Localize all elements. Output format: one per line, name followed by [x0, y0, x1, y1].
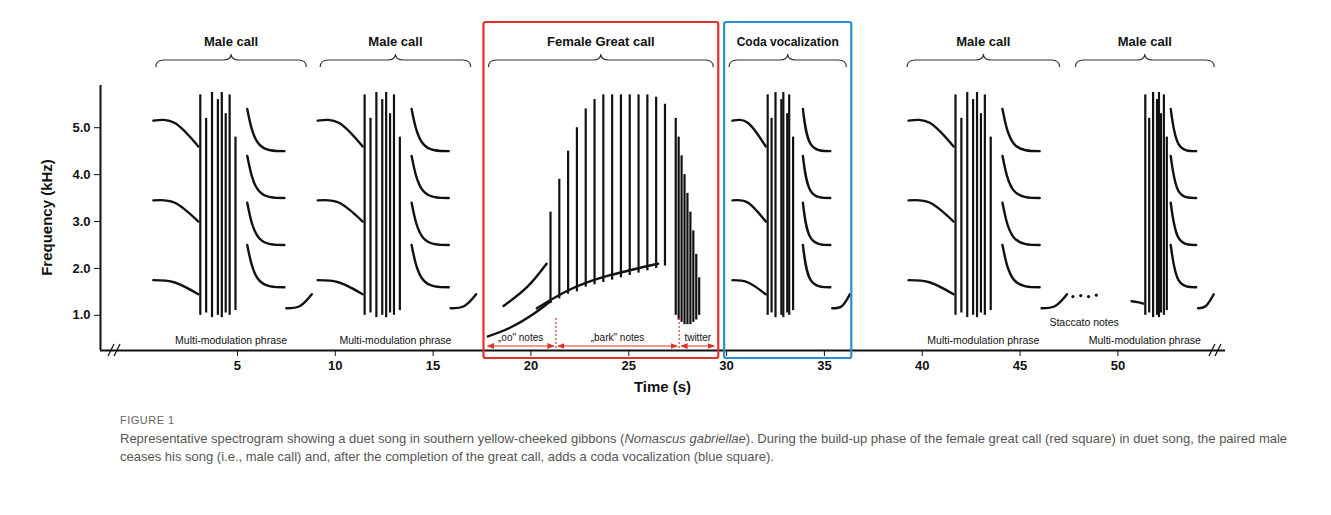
svg-text:„oo" notes: „oo" notes	[498, 332, 543, 343]
svg-text:Multi-modulation phrase: Multi-modulation phrase	[175, 334, 287, 346]
svg-text:Male call: Male call	[204, 34, 258, 49]
svg-text:Time (s): Time (s)	[634, 378, 691, 395]
svg-text:50: 50	[1111, 358, 1125, 373]
svg-text:Staccato notes: Staccato notes	[1049, 316, 1118, 328]
svg-text:Male call: Male call	[1118, 34, 1172, 49]
svg-text:Multi-modulation phrase: Multi-modulation phrase	[339, 334, 451, 346]
html-text:FIGURE 1: FIGURE 1	[120, 414, 175, 426]
svg-text:3.0: 3.0	[72, 214, 90, 229]
svg-text:twitter: twitter	[684, 332, 711, 343]
svg-text:25: 25	[622, 358, 636, 373]
svg-text:Frequency (kHz): Frequency (kHz)	[38, 159, 55, 276]
svg-text:5.0: 5.0	[72, 120, 90, 135]
svg-text:5: 5	[234, 358, 241, 373]
svg-text:Male call: Male call	[956, 34, 1010, 49]
svg-text:30: 30	[719, 358, 733, 373]
svg-text:4.0: 4.0	[72, 167, 90, 182]
svg-text:Male call: Male call	[368, 34, 422, 49]
svg-text:35: 35	[817, 358, 831, 373]
svg-text:10: 10	[328, 358, 342, 373]
svg-text:20: 20	[524, 358, 538, 373]
svg-text:40: 40	[915, 358, 929, 373]
svg-text:Female Great call: Female Great call	[547, 34, 655, 49]
svg-text:2.0: 2.0	[72, 261, 90, 276]
svg-text:„bark" notes: „bark" notes	[591, 332, 645, 343]
svg-text:Multi-modulation phrase: Multi-modulation phrase	[927, 334, 1039, 346]
svg-text:45: 45	[1013, 358, 1027, 373]
svg-text:Multi-modulation phrase: Multi-modulation phrase	[1089, 334, 1201, 346]
svg-text:1.0: 1.0	[72, 307, 90, 322]
svg-text:Coda vocalization: Coda vocalization	[737, 35, 839, 49]
html-text:Representative spectrogram sho: Representative spectrogram showing a due…	[120, 431, 1288, 464]
svg-text:15: 15	[426, 358, 440, 373]
